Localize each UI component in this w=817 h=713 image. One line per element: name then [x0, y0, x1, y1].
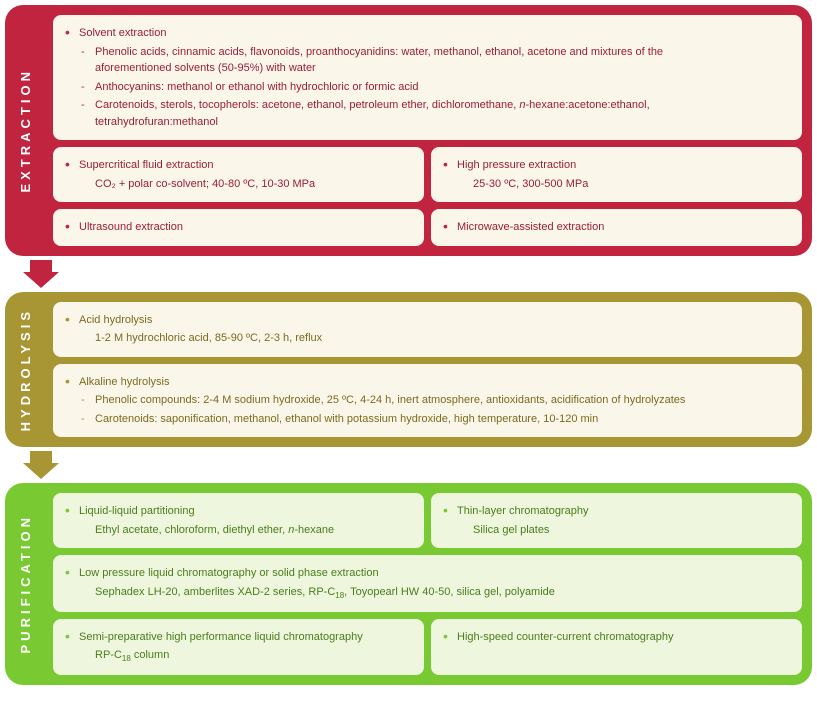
tlc-sub: Silica gel plates	[457, 522, 784, 539]
purif-row3: Semi-preparative high performance liquid…	[53, 619, 802, 676]
lplc-sub: Sephadex LH-20, amberlites XAD-2 series,…	[79, 584, 784, 602]
lplc-sub-a: Sephadex LH-20, amberlites XAD-2 series,…	[95, 586, 335, 598]
hsccc-card: High-speed counter-current chromatograph…	[431, 619, 802, 676]
semi-card: Semi-preparative high performance liquid…	[53, 619, 424, 676]
lplc-sub-b: , Toyopearl HW 40-50, silica gel, polyam…	[344, 586, 555, 598]
hydrolysis-label: HYDROLYSIS	[5, 292, 45, 448]
alkaline-card: Alkaline hydrolysis Phenolic compounds: …	[53, 364, 802, 438]
solvent-sub3a: Carotenoids, sterols, tocopherols: aceto…	[95, 99, 519, 111]
purification-stage: PURIFICATION Liquid-liquid partitioning …	[5, 483, 812, 685]
arrow-1	[23, 272, 59, 288]
semi-sub-a: RP-C	[95, 649, 122, 661]
solvent-title: Solvent extraction	[79, 25, 784, 42]
llp-sub-b: -hexane	[294, 524, 334, 536]
hpe-card: High pressure extraction 25-30 ºC, 300-5…	[431, 147, 802, 202]
semi-sub: RP-C18 column	[79, 647, 406, 665]
purification-label-text: PURIFICATION	[18, 514, 33, 653]
semi-sub-b: column	[131, 649, 170, 661]
llp-title: Liquid-liquid partitioning	[79, 503, 406, 520]
acid-title: Acid hydrolysis	[79, 312, 784, 329]
hpe-sub: 25-30 ºC, 300-500 MPa	[457, 176, 784, 193]
solvent-sub2: Anthocyanins: methanol or ethanol with h…	[79, 79, 784, 96]
c18-1: 18	[335, 591, 344, 600]
supercritical-card: Supercritical fluid extraction CO₂ + pol…	[53, 147, 424, 202]
arrow-2	[23, 463, 59, 479]
solvent-sub3c: tetrahydrofuran:methanol	[95, 116, 218, 128]
hydrolysis-stage: HYDROLYSIS Acid hydrolysis 1-2 M hydroch…	[5, 292, 812, 448]
extraction-row2: Supercritical fluid extraction CO₂ + pol…	[53, 147, 802, 202]
purif-row1: Liquid-liquid partitioning Ethyl acetate…	[53, 493, 802, 548]
microwave-card: Microwave-assisted extraction	[431, 209, 802, 246]
lplc-card: Low pressure liquid chromatography or so…	[53, 555, 802, 612]
tlc-card: Thin-layer chromatography Silica gel pla…	[431, 493, 802, 548]
semi-title: Semi-preparative high performance liquid…	[79, 629, 406, 646]
solvent-sub1b: aforementioned solvents (50-95%) with wa…	[95, 62, 316, 74]
alk-sub1: Phenolic compounds: 2-4 M sodium hydroxi…	[79, 392, 784, 409]
acid-sub: 1-2 M hydrochloric acid, 85-90 ºC, 2-3 h…	[79, 330, 784, 347]
solvent-sub1a: Phenolic acids, cinnamic acids, flavonoi…	[95, 46, 663, 58]
llp-sub-a: Ethyl acetate, chloroform, diethyl ether…	[95, 524, 288, 536]
solvent-sub3: Carotenoids, sterols, tocopherols: aceto…	[79, 97, 784, 130]
alk-title: Alkaline hydrolysis	[79, 374, 784, 391]
solvent-sub1: Phenolic acids, cinnamic acids, flavonoi…	[79, 44, 784, 77]
hpe-title: High pressure extraction	[457, 157, 784, 174]
tlc-title: Thin-layer chromatography	[457, 503, 784, 520]
extraction-row3: Ultrasound extraction Microwave-assisted…	[53, 209, 802, 246]
lplc-title: Low pressure liquid chromatography or so…	[79, 565, 784, 582]
microwave-title: Microwave-assisted extraction	[457, 219, 784, 236]
alk-sub2: Carotenoids: saponification, methanol, e…	[79, 411, 784, 428]
supercritical-title: Supercritical fluid extraction	[79, 157, 406, 174]
llp-card: Liquid-liquid partitioning Ethyl acetate…	[53, 493, 424, 548]
extraction-stage: EXTRACTION Solvent extraction Phenolic a…	[5, 5, 812, 256]
llp-sub: Ethyl acetate, chloroform, diethyl ether…	[79, 522, 406, 539]
solvent-sub3b: -hexane:acetone:ethanol,	[526, 99, 650, 111]
ultrasound-title: Ultrasound extraction	[79, 219, 406, 236]
hsccc-title: High-speed counter-current chromatograph…	[457, 629, 784, 646]
hydrolysis-label-text: HYDROLYSIS	[18, 308, 33, 431]
extraction-label: EXTRACTION	[5, 5, 45, 256]
solvent-extraction-card: Solvent extraction Phenolic acids, cinna…	[53, 15, 802, 140]
ultrasound-card: Ultrasound extraction	[53, 209, 424, 246]
supercritical-sub: CO₂ + polar co-solvent; 40-80 ºC, 10-30 …	[79, 176, 406, 193]
extraction-label-text: EXTRACTION	[18, 68, 33, 193]
c18-2: 18	[122, 654, 131, 663]
purification-label: PURIFICATION	[5, 483, 45, 685]
acid-card: Acid hydrolysis 1-2 M hydrochloric acid,…	[53, 302, 802, 357]
